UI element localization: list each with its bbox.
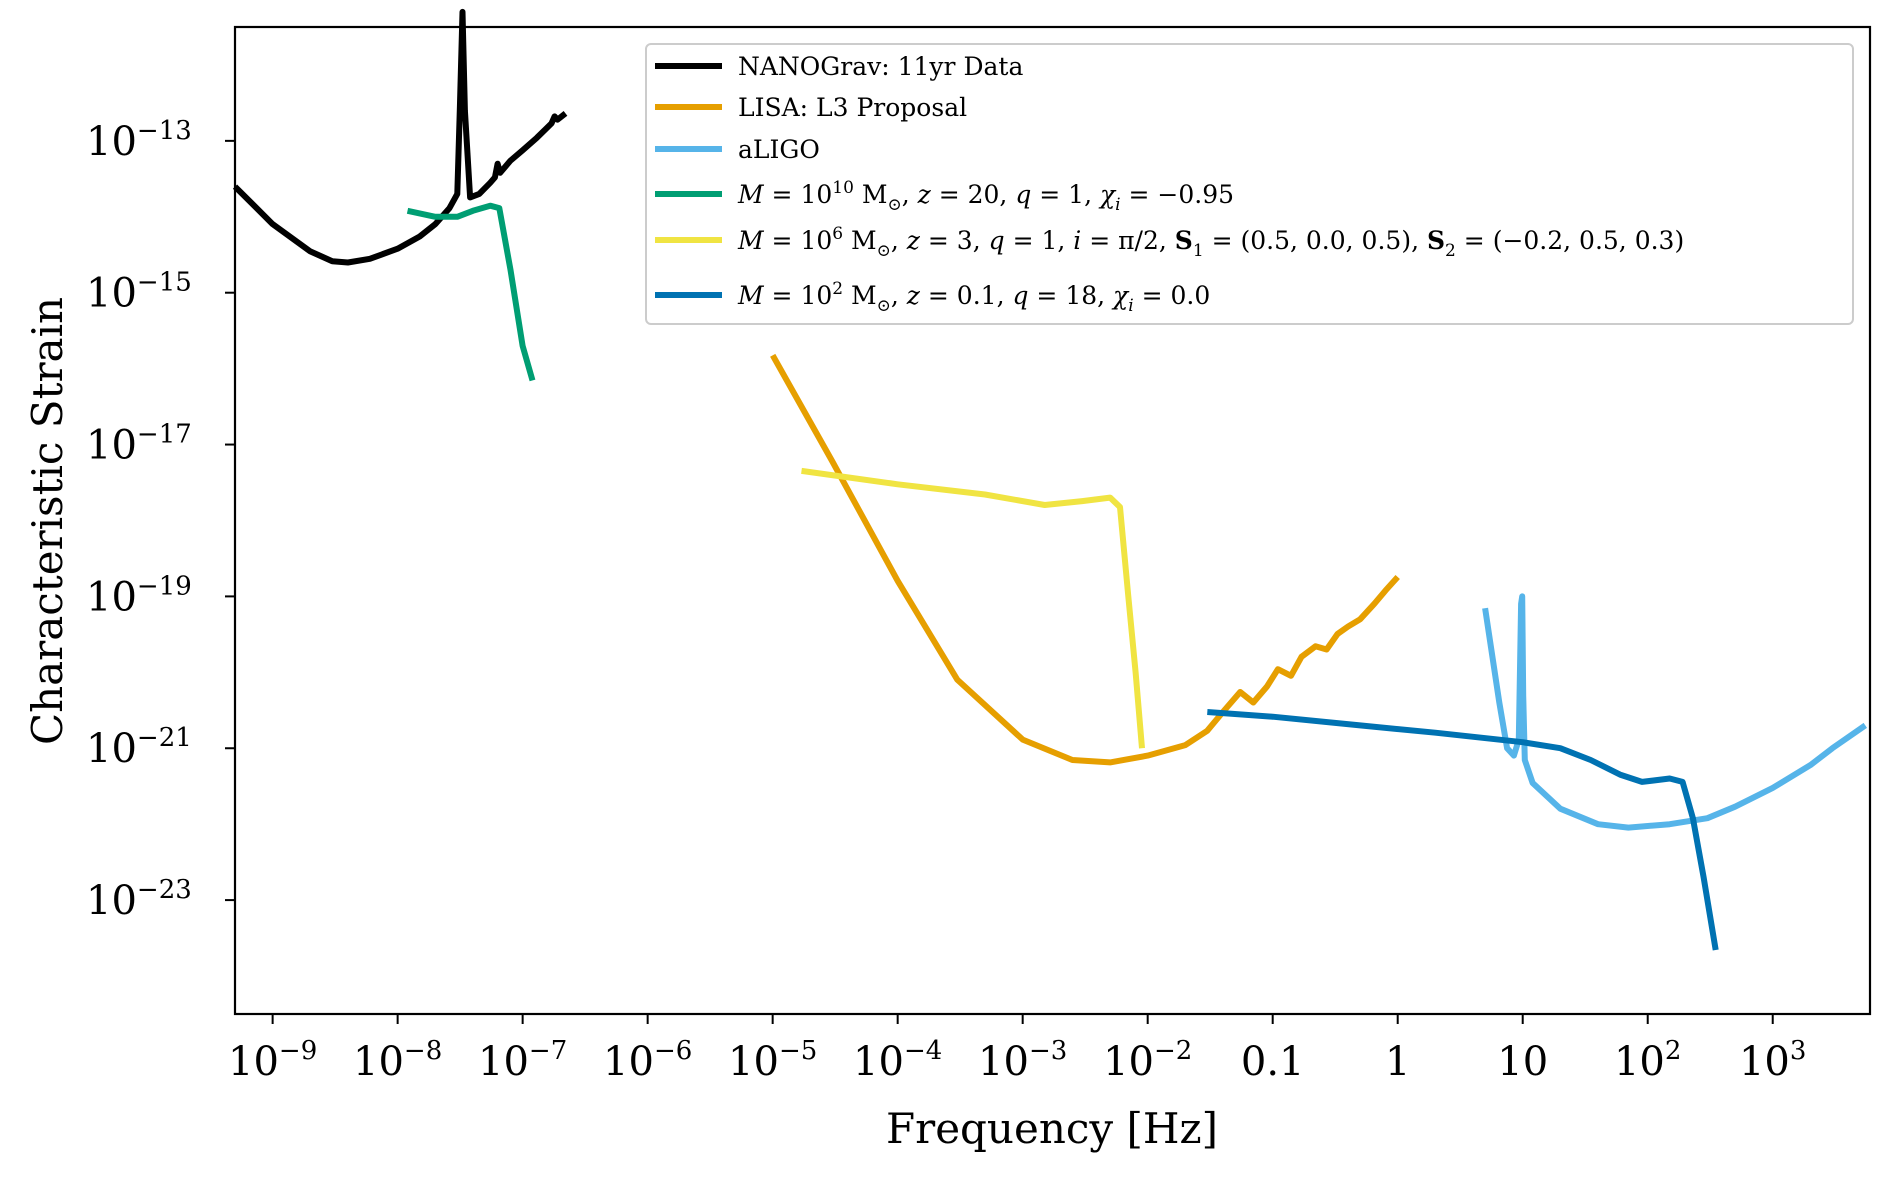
legend-entry: aLIGO [738,135,820,164]
legend-box [645,43,1854,325]
y-axis-label: Characteristic Strain [23,297,72,745]
series-line-0 [232,8,568,266]
x-tick-label: 10−4 [853,1036,942,1085]
x-axis-label: Frequency [Hz] [886,1104,1218,1153]
y-tick-label: 10−23 [86,875,192,924]
series-line-3 [406,202,536,382]
x-tick-label: 1 [1385,1039,1410,1085]
x-tick-label: 10−3 [978,1036,1067,1085]
legend-entry: M = 102 M⊙, z = 0.1, q = 18, χi = 0.0 [737,279,1210,316]
plot-frame [233,25,1872,1016]
y-tick-label: 10−15 [86,268,192,317]
y-axis: 10−13 10−15 10−17 10−19 10−21 10−23 [86,116,235,924]
x-tick-label: 10−2 [1103,1036,1192,1085]
y-tick-label: 10−17 [86,420,192,469]
y-tick-label: 10−21 [86,723,192,772]
x-tick-label: 103 [1739,1036,1806,1085]
series-line-1 [770,353,1400,766]
x-axis: 10−9 10−8 10−7 10−6 10−5 10−4 10−3 10−2 0.1 1 10 10… [228,1014,1806,1085]
legend-entry: M = 106 M⊙, z = 3, q = 1, i = π/2, S1 = … [737,224,1684,261]
legend-entry: LISA: L3 Proposal [738,93,967,122]
legend-entry: M = 1010 M⊙, z = 20, q = 1, χi = −0.95 [737,178,1234,215]
series-line-5 [1207,709,1719,951]
x-tick-label: 10 [1497,1039,1548,1085]
x-tick-label: 10−9 [228,1036,317,1085]
x-tick-label: 10−7 [478,1036,567,1085]
legend-entry: NANOGrav: 11yr Data [738,52,1023,81]
x-tick-label: 102 [1614,1036,1681,1085]
x-tick-label: 10−8 [353,1036,442,1085]
y-tick-label: 10−19 [86,571,192,620]
series-line-4 [801,467,1145,749]
x-tick-label: 10−5 [728,1036,817,1085]
legend: NANOGrav: 11yr Data LISA: L3 Proposal aLIG… [645,43,1854,325]
y-tick-label: 10−13 [86,116,192,165]
series-line-2 [1482,593,1868,831]
series-layer [232,8,1868,951]
x-tick-label: 10−6 [603,1036,692,1085]
x-tick-label: 0.1 [1241,1039,1305,1085]
